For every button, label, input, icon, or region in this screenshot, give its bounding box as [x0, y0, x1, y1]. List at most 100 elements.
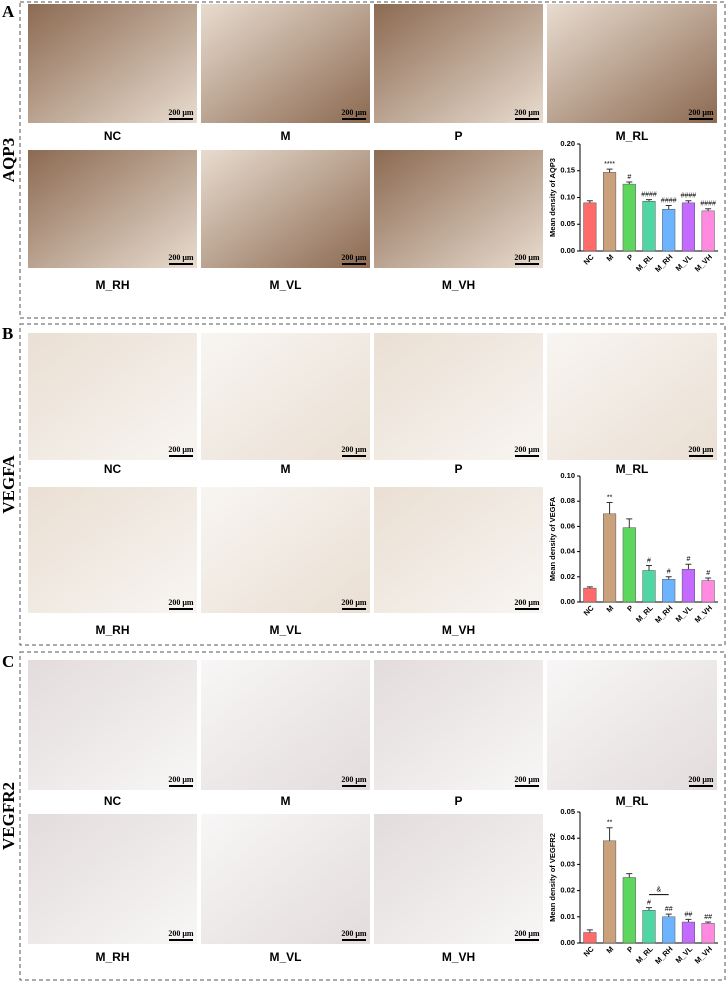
- scale-bar-label: 200 μm: [168, 929, 194, 938]
- x-tick-label: NC: [582, 252, 596, 266]
- error-bar: [626, 518, 633, 528]
- image-caption: M_RL: [616, 794, 649, 808]
- micrograph: [374, 4, 543, 123]
- image-caption: M_VL: [269, 950, 301, 964]
- scale-bar-label: 200 μm: [168, 775, 194, 784]
- error-bar: [626, 873, 633, 878]
- scale-bar-label: 200 μm: [514, 108, 540, 117]
- significance: #: [686, 556, 690, 563]
- scale-bar-label: 200 μm: [341, 108, 367, 117]
- scale-bar-label: 200 μm: [688, 445, 714, 454]
- significance: #: [667, 569, 671, 576]
- bar: [662, 916, 676, 944]
- bar: [662, 209, 676, 252]
- micrograph: [201, 814, 370, 944]
- bar: [583, 932, 597, 944]
- y-tick-label: 0.06: [560, 521, 575, 530]
- bar: [642, 910, 656, 944]
- image-caption: M_RH: [95, 278, 129, 292]
- y-tick-label: 0.03: [560, 859, 575, 868]
- error-bar: [705, 577, 712, 581]
- image-caption: P: [454, 129, 462, 143]
- image-caption: NC: [104, 462, 122, 476]
- bar: [603, 840, 617, 944]
- micrograph: [28, 4, 197, 123]
- scale-bar-label: 200 μm: [341, 929, 367, 938]
- micrograph: [201, 333, 370, 460]
- x-tick-label: M: [605, 944, 616, 955]
- bar: [642, 570, 656, 603]
- micrograph: [201, 4, 370, 123]
- scale-bar-label: 200 μm: [514, 598, 540, 607]
- error-bar: [606, 827, 613, 841]
- error-bar: [606, 168, 613, 173]
- image-caption: P: [454, 462, 462, 476]
- y-tick-label: 0.04: [560, 833, 575, 842]
- micrograph: [28, 660, 197, 790]
- y-tick-label: 0.02: [560, 886, 575, 895]
- scale-bar-label: 200 μm: [514, 445, 540, 454]
- micrograph: [28, 150, 197, 268]
- scale-bar-label: 200 μm: [514, 775, 540, 784]
- y-axis-label: Mean density of AQP3: [548, 158, 557, 237]
- error-bar: [606, 501, 613, 514]
- bar: [701, 580, 715, 603]
- scale-bar-label: 200 μm: [168, 598, 194, 607]
- error-bar: [626, 181, 633, 185]
- error-bar: [586, 586, 593, 589]
- micrograph: [547, 4, 717, 123]
- image-caption: M: [281, 794, 291, 808]
- x-tick-label: M_RL: [634, 944, 655, 965]
- x-tick-label: P: [625, 944, 635, 954]
- x-tick-label: M_VL: [674, 603, 695, 624]
- x-tick-label: NC: [582, 603, 596, 617]
- scale-bar-label: 200 μm: [168, 108, 194, 117]
- bar: [583, 202, 597, 252]
- image-caption: NC: [104, 129, 122, 143]
- image-caption: NC: [104, 794, 122, 808]
- panel-border: [19, 1, 726, 319]
- micrograph: [28, 333, 197, 460]
- y-tick-label: 0.04: [560, 547, 575, 556]
- panel-border: [19, 651, 726, 981]
- bar: [681, 921, 695, 944]
- micrograph: [374, 660, 543, 790]
- panel-border: [19, 323, 726, 646]
- micrograph: [201, 487, 370, 613]
- significance: **: [607, 494, 613, 501]
- x-tick-label: M_RH: [653, 603, 674, 624]
- error-bar: [685, 918, 692, 923]
- image-caption: M_VH: [442, 950, 475, 964]
- bar: [681, 568, 695, 603]
- bar: [603, 172, 617, 252]
- image-caption: M_RL: [616, 129, 649, 143]
- scale-bar-label: 200 μm: [341, 775, 367, 784]
- scale-bar-label: 200 μm: [168, 253, 194, 262]
- error-bar: [586, 200, 593, 203]
- y-tick-label: 0.10: [560, 471, 575, 480]
- x-tick-label: M_VH: [693, 252, 714, 273]
- error-bar: [646, 199, 652, 202]
- y-tick-label: 0.15: [560, 166, 575, 175]
- micrograph: [374, 487, 543, 613]
- significance: ####: [641, 191, 657, 198]
- bar: [681, 202, 695, 252]
- image-caption: M_RH: [95, 950, 129, 964]
- significance: ##: [665, 906, 673, 913]
- y-axis-label: Mean density of VEGFR2: [548, 833, 557, 922]
- significance: ####: [681, 193, 697, 200]
- error-bar: [586, 929, 593, 933]
- x-tick-label: M_RH: [653, 944, 674, 965]
- x-tick-label: M_RL: [634, 252, 655, 273]
- micrograph: [374, 333, 543, 460]
- x-tick-label: M_VH: [693, 944, 714, 965]
- x-tick-label: M: [605, 252, 616, 263]
- bar: [583, 587, 597, 603]
- bar: [701, 923, 715, 944]
- x-tick-label: P: [625, 603, 635, 613]
- micrograph: [201, 150, 370, 268]
- y-tick-label: 0.05: [560, 807, 575, 816]
- y-tick-label: 0.05: [560, 219, 575, 228]
- y-tick-label: 0.08: [560, 496, 575, 505]
- scale-bar-label: 200 μm: [168, 445, 194, 454]
